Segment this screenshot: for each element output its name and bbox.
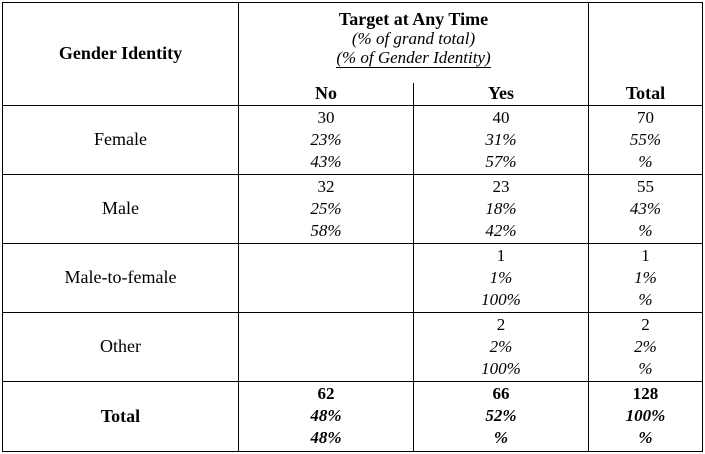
column-header-yes: Yes: [413, 82, 589, 106]
group-header: Target at Any Time (% of grand total) (%…: [238, 2, 589, 83]
cell-male-total: 55 43% %: [588, 173, 703, 244]
group-header-subtitle-gender: (% of Gender Identity): [336, 48, 491, 68]
cell-female-no: 30 23% 43%: [238, 104, 414, 175]
cell-total-total: 128 100% %: [588, 380, 703, 452]
cell-total-yes: 66 52% %: [413, 380, 589, 452]
cell-male-no: 32 25% 58%: [238, 173, 414, 244]
cell-mtf-total: 1 1% %: [588, 242, 703, 313]
total-header-spacer: [588, 2, 703, 83]
cell-female-yes: 40 31% 57%: [413, 104, 589, 175]
cell-other-no: [238, 311, 414, 382]
table-row: Female 30 23% 43% 40 31% 57% 70 55% %: [2, 104, 703, 175]
cell-male-yes: 23 18% 42%: [413, 173, 589, 244]
cell-other-total: 2 2% %: [588, 311, 703, 382]
cell-total-no: 62 48% 48%: [238, 380, 414, 452]
table-row: Total 62 48% 48% 66 52% % 128 100% %: [2, 380, 703, 452]
cell-female-total: 70 55% %: [588, 104, 703, 175]
row-label-female: Female: [2, 104, 239, 175]
group-header-subtitle-grand-total: (% of grand total): [351, 29, 476, 48]
column-header-no: No: [238, 82, 414, 106]
row-label-male-to-female: Male-to-female: [2, 242, 239, 313]
row-label-total: Total: [2, 380, 239, 452]
row-label-male: Male: [2, 173, 239, 244]
group-header-title: Target at Any Time: [338, 9, 489, 29]
row-header-label: Gender Identity: [2, 2, 239, 106]
table-row: Other 2 2% 100% 2 2% %: [2, 311, 703, 382]
row-label-other: Other: [2, 311, 239, 382]
cell-mtf-no: [238, 242, 414, 313]
table-row: Male-to-female 1 1% 100% 1 1% %: [2, 242, 703, 313]
table-row: Male 32 25% 58% 23 18% 42% 55 43% %: [2, 173, 703, 244]
column-header-total: Total: [588, 82, 703, 106]
cell-other-yes: 2 2% 100%: [413, 311, 589, 382]
cell-mtf-yes: 1 1% 100%: [413, 242, 589, 313]
